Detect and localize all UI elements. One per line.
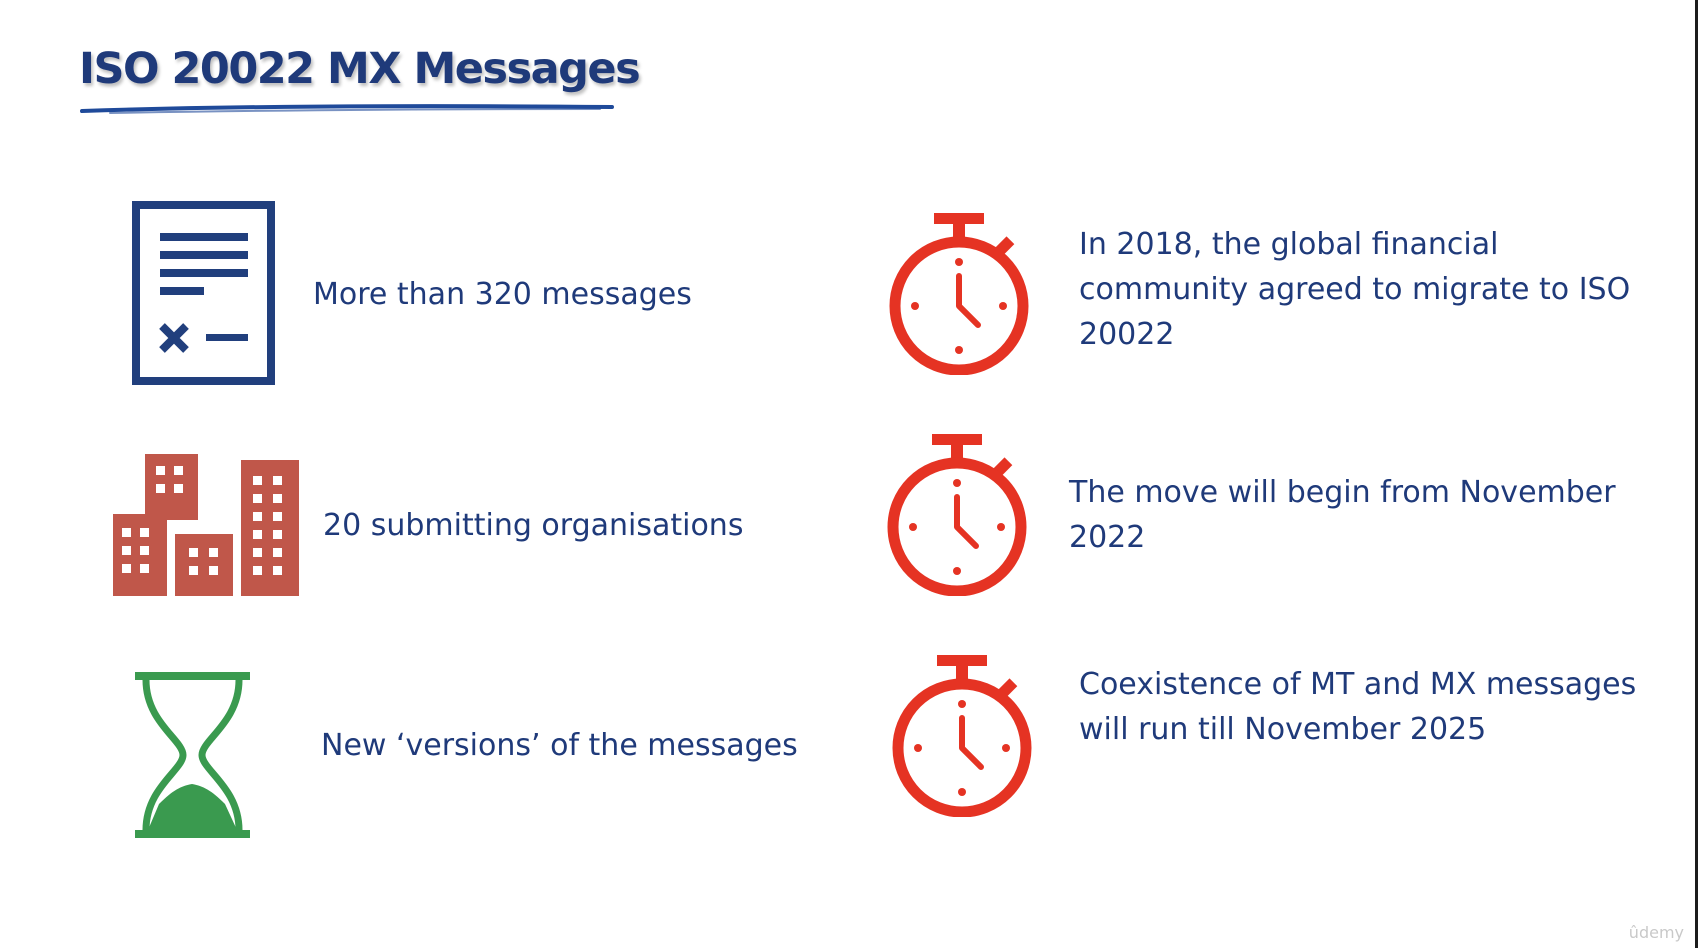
stopwatch-icon <box>889 213 1029 375</box>
document-icon <box>132 201 275 385</box>
stopwatch-icon <box>887 434 1027 596</box>
buildings-icon <box>113 454 299 596</box>
stopwatch-icon <box>892 655 1032 817</box>
stopwatch-item-text: In 2018, the global financial community … <box>1079 227 1631 352</box>
buildings-item-text: 20 submitting organisations <box>323 508 744 543</box>
document-item-text: More than 320 messages <box>313 277 692 312</box>
slide-title: ISO 20022 MX Messages <box>79 44 641 94</box>
stopwatch-item-text: Coexistence of MT and MX messages will r… <box>1079 667 1637 747</box>
hourglass-item-text: New ‘versions’ of the messages <box>321 728 798 763</box>
hourglass-icon <box>135 672 250 838</box>
window-edge <box>1695 0 1698 948</box>
stopwatch-item-text: The move will begin from November 2022 <box>1069 475 1616 555</box>
udemy-watermark: ûdemy <box>1628 923 1684 942</box>
title-underline <box>80 104 614 114</box>
